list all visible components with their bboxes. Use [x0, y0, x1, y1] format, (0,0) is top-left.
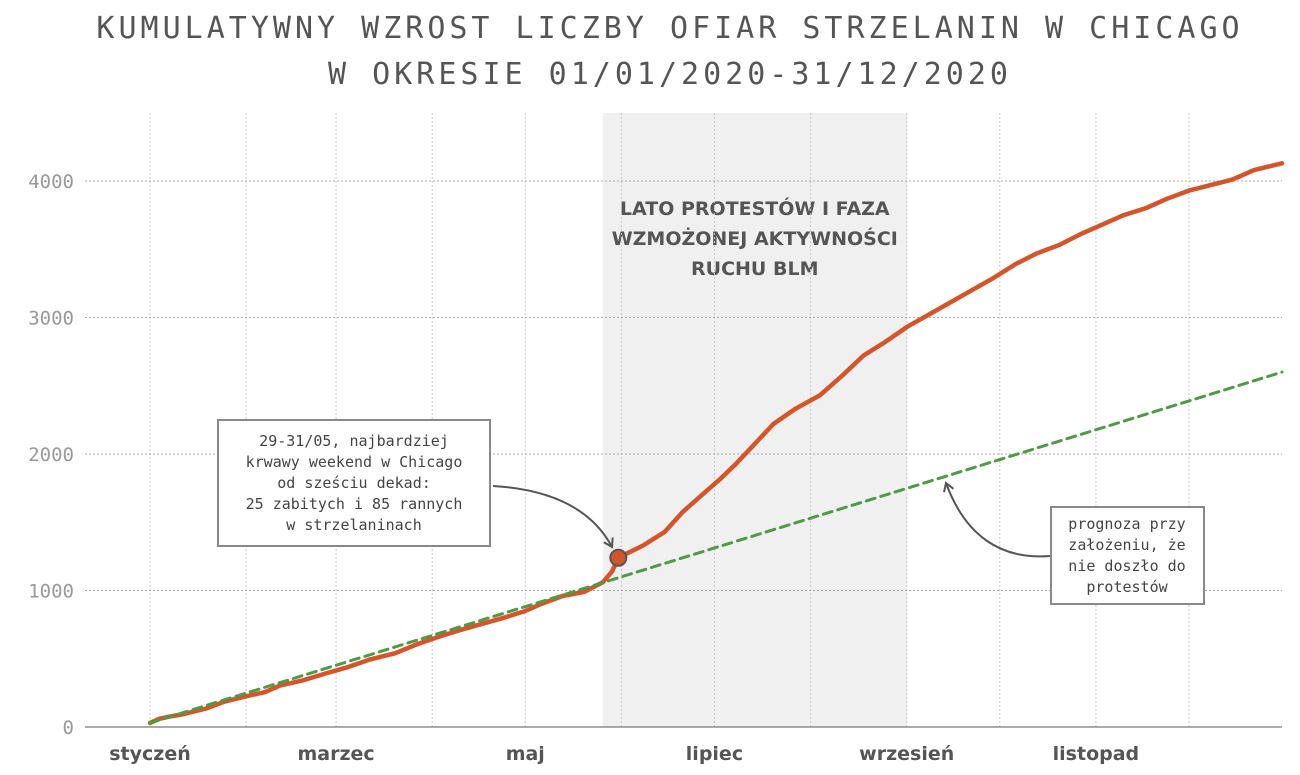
- x-tick-label: styczeń: [109, 743, 191, 765]
- annotation-text-forecast: protestów: [1086, 578, 1168, 596]
- x-tick-label: lipiec: [686, 743, 743, 765]
- annotation-text-forecast: nie doszło do: [1068, 557, 1185, 575]
- x-tick-label: wrzesień: [859, 743, 954, 765]
- annotation-text-weekend: w strzelaninach: [286, 516, 421, 534]
- x-tick-label: marzec: [297, 743, 374, 765]
- chart-title-line-1: KUMULATYWNY WZROST LICZBY OFIAR STRZELAN…: [96, 11, 1244, 46]
- annotation-layer: 29-31/05, najbardziej krwawy weekend w Ch…: [217, 419, 1205, 605]
- annotation-text-weekend: od sześciu dekad:: [277, 474, 431, 492]
- axes-layer: 0 1000 2000 3000 4000 styczeń marzec maj lipiec w…: [28, 171, 1282, 765]
- chart-title: KUMULATYWNY WZROST LICZBY OFIAR STRZELAN…: [0, 6, 1300, 98]
- forecast-line: [148, 370, 1284, 725]
- y-tick-label: 3000: [28, 308, 74, 330]
- x-tick-label: listopad: [1053, 743, 1140, 765]
- annotation-arrow-weekend: [492, 485, 614, 549]
- annotation-text-weekend: 29-31/05, najbardziej: [259, 432, 449, 450]
- annotation-text-weekend: krwawy weekend w Chicago: [246, 453, 463, 471]
- annotation-arrow-forecast: [943, 481, 1051, 558]
- x-tick-label: maj: [506, 743, 545, 765]
- y-tick-label: 0: [63, 717, 74, 739]
- y-tick-label: 4000: [28, 171, 74, 193]
- y-tick-label: 2000: [28, 444, 74, 466]
- shaded-region-layer: LATO PROTESTÓW I FAZA WZMOŻONEJ AKTYWNOŚC…: [602, 113, 907, 727]
- annotation-box-weekend: [217, 419, 491, 547]
- chart-title-line-2: W OKRESIE 01/01/2020-31/12/2020: [328, 57, 1012, 92]
- shaded-region-label-line: RUCHU BLM: [691, 258, 818, 280]
- series-layer: [147, 161, 1285, 726]
- annotation-text-weekend: 25 zabitych i 85 rannych: [246, 495, 463, 513]
- annotation-box-forecast: [1050, 506, 1205, 605]
- highlight-point-weekend: [609, 548, 628, 567]
- shaded-region-label-line: LATO PROTESTÓW I FAZA: [620, 196, 890, 220]
- cumulative-victims-line: [147, 161, 1285, 726]
- shaded-region: [602, 113, 907, 727]
- shaded-region-label-line: WZMOŻONEJ AKTYWNOŚCI: [612, 226, 898, 250]
- annotation-text-forecast: prognoza przy: [1068, 515, 1185, 533]
- annotation-text-forecast: założeniu, że: [1068, 536, 1185, 554]
- y-tick-label: 1000: [28, 581, 74, 603]
